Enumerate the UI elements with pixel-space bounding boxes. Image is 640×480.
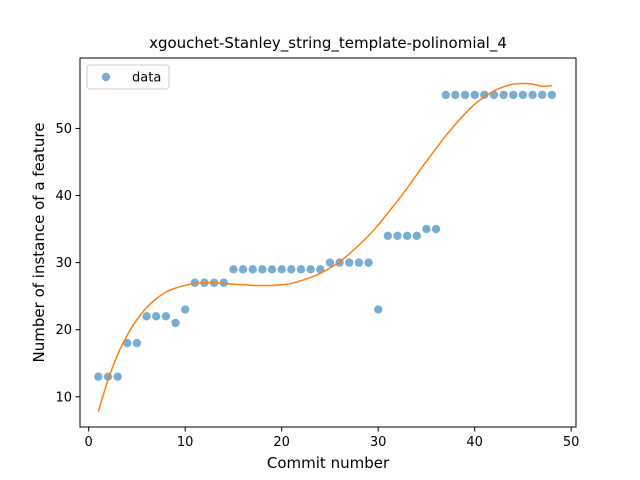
data-point <box>480 90 489 100</box>
x-tick-label: 40 <box>466 435 483 450</box>
data-point <box>277 265 286 274</box>
data-point <box>364 258 373 267</box>
data-point <box>180 305 190 314</box>
data-point <box>547 90 557 100</box>
data-point <box>451 90 460 100</box>
chart-title: xgouchet-Stanley_string_template-polinom… <box>149 34 507 53</box>
data-point <box>373 305 383 314</box>
y-tick-label: 50 <box>55 122 72 137</box>
x-axis-label: Commit number <box>267 454 390 472</box>
data-point <box>499 90 508 100</box>
data-point <box>94 372 103 381</box>
legend: data <box>86 64 170 90</box>
data-point <box>152 312 161 321</box>
data-point <box>258 265 267 274</box>
y-tick-label: 40 <box>55 189 72 204</box>
data-point <box>171 318 180 328</box>
data-point <box>460 90 470 100</box>
legend-box <box>86 64 170 90</box>
y-axis-ticks: 10 20 30 40 50 <box>55 122 80 405</box>
x-tick-label: 30 <box>370 435 387 450</box>
data-point <box>142 312 151 321</box>
data-point <box>345 258 354 267</box>
fit-curve <box>97 82 552 412</box>
y-axis-label: Number of instance of a feature <box>30 123 48 363</box>
data-point <box>412 231 421 240</box>
data-point <box>528 90 537 100</box>
data-point <box>383 231 393 240</box>
data-point <box>431 224 441 234</box>
data-point <box>267 265 277 274</box>
x-tick-label: 20 <box>273 435 290 450</box>
data-point <box>518 90 528 100</box>
legend-marker <box>101 72 111 82</box>
data-point <box>132 338 142 348</box>
y-tick-label: 10 <box>55 390 72 405</box>
data-point <box>296 265 306 274</box>
x-tick-label: 50 <box>563 435 580 450</box>
data-point <box>123 338 132 348</box>
y-tick-label: 30 <box>55 256 72 271</box>
data-point <box>402 231 412 240</box>
data-point <box>161 312 171 321</box>
series-layer <box>94 82 557 412</box>
data-point <box>509 90 518 100</box>
x-tick-label: 10 <box>177 435 194 450</box>
legend-label-data: data <box>132 71 161 86</box>
data-point <box>113 372 122 381</box>
data-point <box>325 258 335 267</box>
x-tick-label: 0 <box>85 435 93 450</box>
y-tick-label: 20 <box>55 323 72 338</box>
data-point <box>354 258 364 267</box>
data-point <box>248 265 257 274</box>
data-point <box>306 265 315 274</box>
x-axis-ticks: 0 10 20 30 40 50 <box>85 427 580 450</box>
data-point <box>470 90 479 100</box>
data-point <box>441 90 450 100</box>
data-point <box>238 265 248 274</box>
data-point <box>229 265 238 274</box>
plot-frame <box>79 57 577 428</box>
data-point <box>287 265 296 274</box>
plot-area <box>80 58 576 427</box>
data-point <box>422 224 431 234</box>
data-point <box>538 90 547 100</box>
data-point <box>393 231 402 240</box>
